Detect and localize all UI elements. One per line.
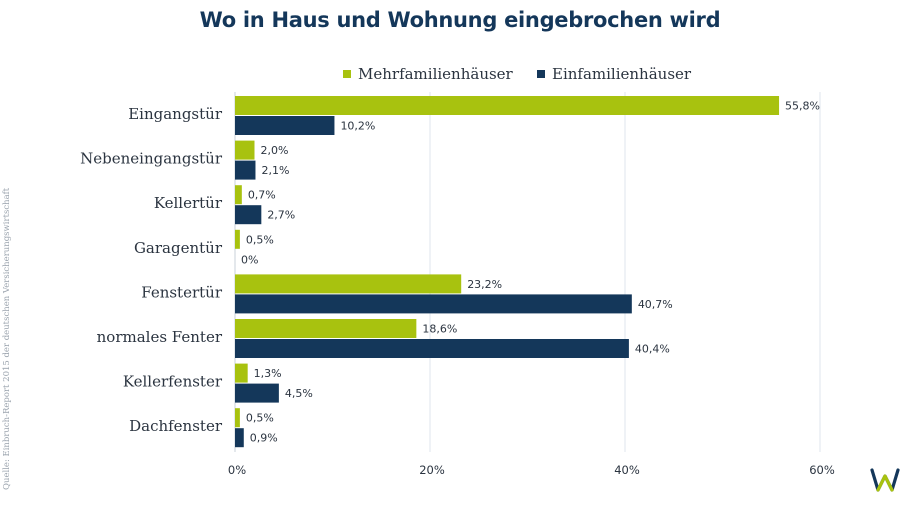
bar-mehrfamilienhaeuser (235, 229, 240, 249)
category-label: Nebeneingangstür (80, 150, 223, 168)
x-tick-label: 0% (228, 463, 246, 477)
data-label: 0,9% (250, 432, 278, 445)
bar-einfamilienhaeuser (235, 116, 335, 135)
data-label: 40,7% (638, 298, 673, 311)
bar-mehrfamilienhaeuser (235, 140, 255, 160)
data-label: 2,0% (261, 144, 289, 157)
category-label: Dachfenster (129, 417, 223, 435)
x-tick-label: 60% (809, 463, 835, 477)
chart-title: Wo in Haus und Wohnung eingebrochen wird (199, 8, 721, 32)
bar-mehrfamilienhaeuser (235, 274, 462, 294)
x-tick-label: 20% (419, 463, 445, 477)
category-label: Fenstertür (141, 283, 223, 301)
bar-mehrfamilienhaeuser (235, 185, 242, 205)
data-label: 23,2% (467, 278, 502, 291)
category-label: Kellerfenster (123, 373, 223, 391)
legend-item-einfamilienhaeuser: Einfamilienhäuser (537, 64, 691, 84)
data-label: 40,4% (635, 343, 670, 356)
bar-einfamilienhaeuser (235, 160, 256, 180)
category-label: Garagentür (134, 239, 223, 257)
data-label: 55,8% (785, 100, 820, 113)
category-label: Kellertür (154, 194, 223, 212)
legend-label-einfamilienhaeuser: Einfamilienhäuser (552, 65, 692, 83)
data-label: 1,3% (254, 367, 282, 380)
legend-label-mehrfamilienhaeuser: Mehrfamilienhäuser (358, 65, 513, 83)
bar-einfamilienhaeuser (235, 339, 629, 358)
bar-einfamilienhaeuser (235, 383, 279, 403)
data-label: 18,6% (422, 323, 457, 336)
data-label: 10,2% (340, 120, 375, 133)
bar-mehrfamilienhaeuser (235, 408, 240, 428)
data-label: 0,7% (248, 189, 276, 202)
bar-mehrfamilienhaeuser (235, 319, 417, 338)
bar-einfamilienhaeuser (235, 205, 262, 225)
bar-einfamilienhaeuser (235, 294, 632, 314)
bar-mehrfamilienhaeuser (235, 96, 780, 115)
legend-item-mehrfamilienhaeuser: Mehrfamilienhäuser (343, 64, 513, 84)
data-label: 2,7% (267, 209, 295, 222)
bar-mehrfamilienhaeuser (235, 363, 248, 383)
data-label: 0,5% (246, 233, 274, 246)
legend-swatch-einfamilienhaeuser (537, 70, 545, 78)
category-label: normales Fenter (97, 328, 223, 346)
x-tick-label: 40% (614, 463, 640, 477)
w-logo-icon (870, 468, 900, 492)
category-label: Eingangstür (128, 105, 223, 123)
data-label: 4,5% (285, 387, 313, 400)
legend-swatch-mehrfamilienhaeuser (343, 70, 351, 78)
bar-einfamilienhaeuser (235, 428, 244, 448)
data-label: 0% (241, 253, 258, 266)
data-label: 0,5% (246, 412, 274, 425)
data-label: 2,1% (261, 164, 289, 177)
